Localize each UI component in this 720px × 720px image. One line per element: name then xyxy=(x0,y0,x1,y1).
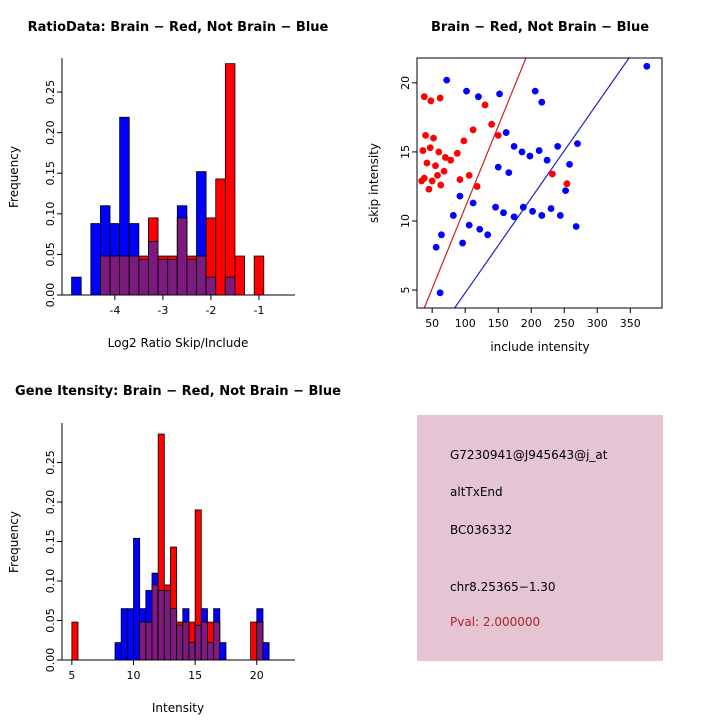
svg-text:15: 15 xyxy=(399,145,412,159)
probe-id-text: G7230941@J945643@j_at xyxy=(450,448,608,462)
svg-text:200: 200 xyxy=(521,317,542,330)
gene-histogram-plot: 5 10 15 20 0.00 0.05 0.10 0.15 0.20 0.25 xyxy=(44,423,295,682)
svg-text:100: 100 xyxy=(455,317,476,330)
svg-text:0.15: 0.15 xyxy=(44,161,57,186)
svg-text:0.25: 0.25 xyxy=(44,450,57,475)
svg-text:-1: -1 xyxy=(253,304,264,317)
svg-text:0.15: 0.15 xyxy=(44,529,57,554)
svg-text:-2: -2 xyxy=(205,304,216,317)
svg-text:0.10: 0.10 xyxy=(44,202,57,227)
svg-text:350: 350 xyxy=(620,317,641,330)
accession-text: BC036332 xyxy=(450,523,513,537)
intensity-scatter-plot: 50 100 150 200 250 300 350 5 10 15 20 xyxy=(399,57,663,330)
svg-text:5: 5 xyxy=(399,287,412,294)
ratio-histogram-xlabel: Log2 Ratio Skip/Include xyxy=(107,336,249,350)
svg-text:0.00: 0.00 xyxy=(44,283,57,308)
gene-histogram-xlabel: Intensity xyxy=(151,701,205,715)
pval-text: Pval: 2.000000 xyxy=(450,615,541,629)
svg-text:5: 5 xyxy=(68,669,75,682)
svg-text:10: 10 xyxy=(127,669,141,682)
svg-text:50: 50 xyxy=(425,317,439,330)
ratio-histogram-title: RatioData: Brain − Red, Not Brain − Blue xyxy=(27,20,329,35)
svg-text:0.25: 0.25 xyxy=(44,80,57,105)
event-type-text: altTxEnd xyxy=(450,485,503,499)
svg-text:15: 15 xyxy=(188,669,202,682)
gene-histogram-title: Gene Itensity: Brain − Red, Not Brain − … xyxy=(15,384,341,399)
gene-histogram-panel: 5 10 15 20 0.00 0.05 0.10 0.15 0.20 0.25 Gene Ite… xyxy=(0,360,360,720)
locus-text: chr8.25365−1.30 xyxy=(450,580,556,594)
intensity-scatter-xlabel: include intensity xyxy=(490,340,590,354)
intensity-scatter-title: Brain − Red, Not Brain − Blue xyxy=(430,20,650,35)
svg-text:300: 300 xyxy=(587,317,608,330)
svg-text:250: 250 xyxy=(554,317,575,330)
ratio-histogram-ylabel: Frequency xyxy=(7,146,21,208)
intensity-scatter-ylabel: skip intensity xyxy=(367,143,381,223)
svg-text:20: 20 xyxy=(399,76,412,90)
svg-text:0.05: 0.05 xyxy=(44,608,57,633)
svg-text:0.10: 0.10 xyxy=(44,569,57,594)
gene-info-panel: G7230941@J945643@j_at altTxEnd BC036332 … xyxy=(360,360,720,720)
svg-text:0.20: 0.20 xyxy=(44,120,57,145)
svg-text:0.00: 0.00 xyxy=(44,648,57,673)
svg-text:10: 10 xyxy=(399,214,412,228)
gene-info-box: G7230941@J945643@j_at altTxEnd BC036332 … xyxy=(417,415,663,661)
ratio-histogram-plot: -4 -3 -2 -1 0.00 0.05 0.10 0.15 0.20 0.25 xyxy=(44,58,295,317)
svg-text:0.20: 0.20 xyxy=(44,490,57,515)
svg-text:150: 150 xyxy=(488,317,509,330)
svg-text:20: 20 xyxy=(250,669,264,682)
svg-text:-4: -4 xyxy=(109,304,120,317)
gene-histogram-ylabel: Frequency xyxy=(7,511,21,573)
intensity-scatter-panel: 50 100 150 200 250 300 350 5 10 15 20 Brain − Red,… xyxy=(360,0,720,360)
svg-text:0.05: 0.05 xyxy=(44,242,57,266)
svg-text:-3: -3 xyxy=(157,304,168,317)
ratio-histogram-panel: -4 -3 -2 -1 0.00 0.05 0.10 0.15 0.20 0.25 RatioDa… xyxy=(0,0,360,360)
